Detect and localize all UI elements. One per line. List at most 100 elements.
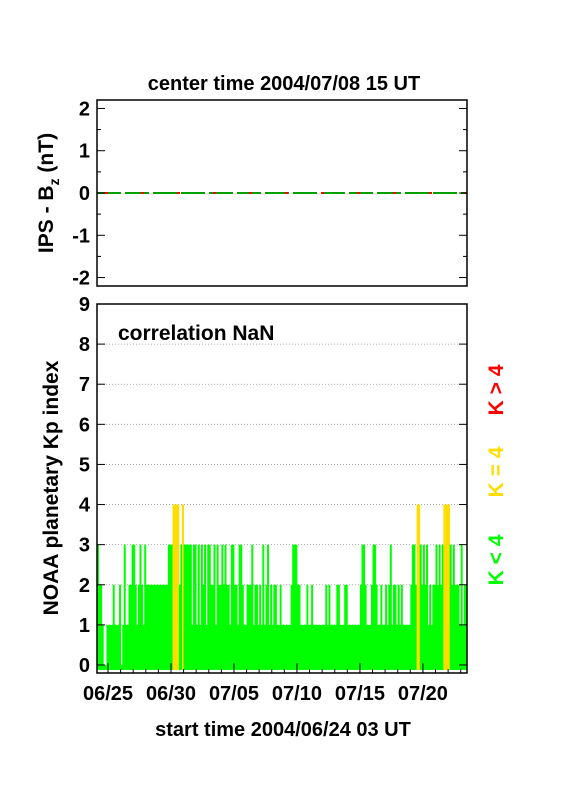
kp-bar [103,664,106,670]
kp-bar [188,544,191,670]
ips-bz-y-axis-label: IPS - Bz (nT) [35,133,62,253]
kp-bar [411,544,414,670]
kp-x-tick-label: 07/20 [398,683,448,705]
kp-bar [180,544,183,670]
kp-bar [142,624,145,670]
kp-bar [459,624,462,670]
kp-bar [251,544,254,670]
kp-bar [393,584,395,670]
kp-bar [208,544,211,670]
kp-bar [350,624,353,670]
kp-bar [265,584,268,670]
kp-bar [301,624,304,670]
kp-bar [319,624,321,670]
kp-bar [101,624,104,670]
ips-bz-y-tick-label: -1 [72,225,90,247]
kp-bar [427,624,430,670]
kp-y-tick-label: 4 [79,495,91,517]
kp-bar [333,624,336,670]
kp-bar [344,584,347,670]
kp-bar [342,624,345,670]
kp-bar [404,624,406,670]
kp-bar [317,624,320,670]
kp-bar [243,624,246,670]
kp-bar [226,584,229,670]
kp-bar [158,584,161,670]
kp-bar [185,544,188,670]
kp-bar [150,584,153,670]
kp-bar [463,584,466,670]
ips-bz-y-axis-label-text: IPS - B [35,185,58,253]
kp-bar [462,624,465,670]
kp-bar [218,584,221,670]
kp-bar [322,624,325,670]
kp-bar [204,544,207,670]
kp-bar [119,584,122,670]
kp-bar [148,584,151,670]
kp-bar [161,584,164,670]
kp-bar [451,584,454,670]
kp-bar [348,624,351,670]
kp-bar [199,624,202,670]
kp-x-tick-label: 06/30 [146,683,196,705]
kp-y-tick-label: 0 [79,655,90,677]
kp-bar [312,624,315,670]
kp-bar [133,544,136,670]
kp-bar [222,584,225,670]
kp-bar [227,584,230,670]
kp-bar [152,584,155,670]
kp-bar [364,584,367,670]
kp-bar [422,544,425,670]
kp-bar [122,624,125,670]
kp-bar [452,544,455,670]
kp-bar [257,624,260,670]
kp-bar [389,544,392,670]
kp-bar [341,624,344,670]
ips-bz-y-tick-labels: 2 1 0 -1 -2 [72,98,90,289]
kp-bar [245,624,247,670]
kp-bar [323,624,326,670]
kp-bar [375,584,378,670]
kp-bar [186,544,189,670]
kp-bar [268,624,271,670]
kp-correlation-annotation: correlation NaN [118,322,274,345]
kp-plot-frame [96,303,468,674]
kp-bar [352,624,355,670]
kp-bar [460,544,463,670]
kp-bar [415,584,418,670]
kp-bar [292,544,295,670]
kp-bar [104,664,107,670]
kp-bar [298,584,301,670]
kp-bar [111,624,114,670]
ips-bz-plot-frame [96,99,468,287]
kp-bar [282,624,285,670]
kp-bar [174,504,177,670]
kp-bar [296,584,299,670]
kp-bar [413,544,416,670]
kp-bar [281,624,284,670]
kp-bar [300,624,303,670]
kp-bar [330,624,332,670]
kp-bar [400,584,403,670]
kp-bar [336,584,339,670]
kp-bar [385,584,388,670]
kp-bar [163,584,166,670]
kp-x-axis-label: start time 2004/06/24 03 UT [155,719,411,741]
kp-bar [416,504,419,670]
ips-bz-panel: 2 1 0 -1 -2 [72,98,468,290]
kp-bar [177,504,180,670]
kp-bar [273,584,276,670]
kp-bar [339,624,342,670]
kp-bar [169,544,172,670]
kp-bar [166,584,169,670]
kp-bar [278,624,281,670]
kp-bar [267,544,270,670]
kp-bar [147,584,150,670]
ips-bz-y-tick-label: 2 [79,98,90,120]
ips-bz-y-axis-label-unit: (nT) [35,133,58,178]
kp-bar [233,584,236,670]
kp-bar [145,584,148,670]
kp-bar [391,624,394,670]
kp-bar [256,584,258,670]
